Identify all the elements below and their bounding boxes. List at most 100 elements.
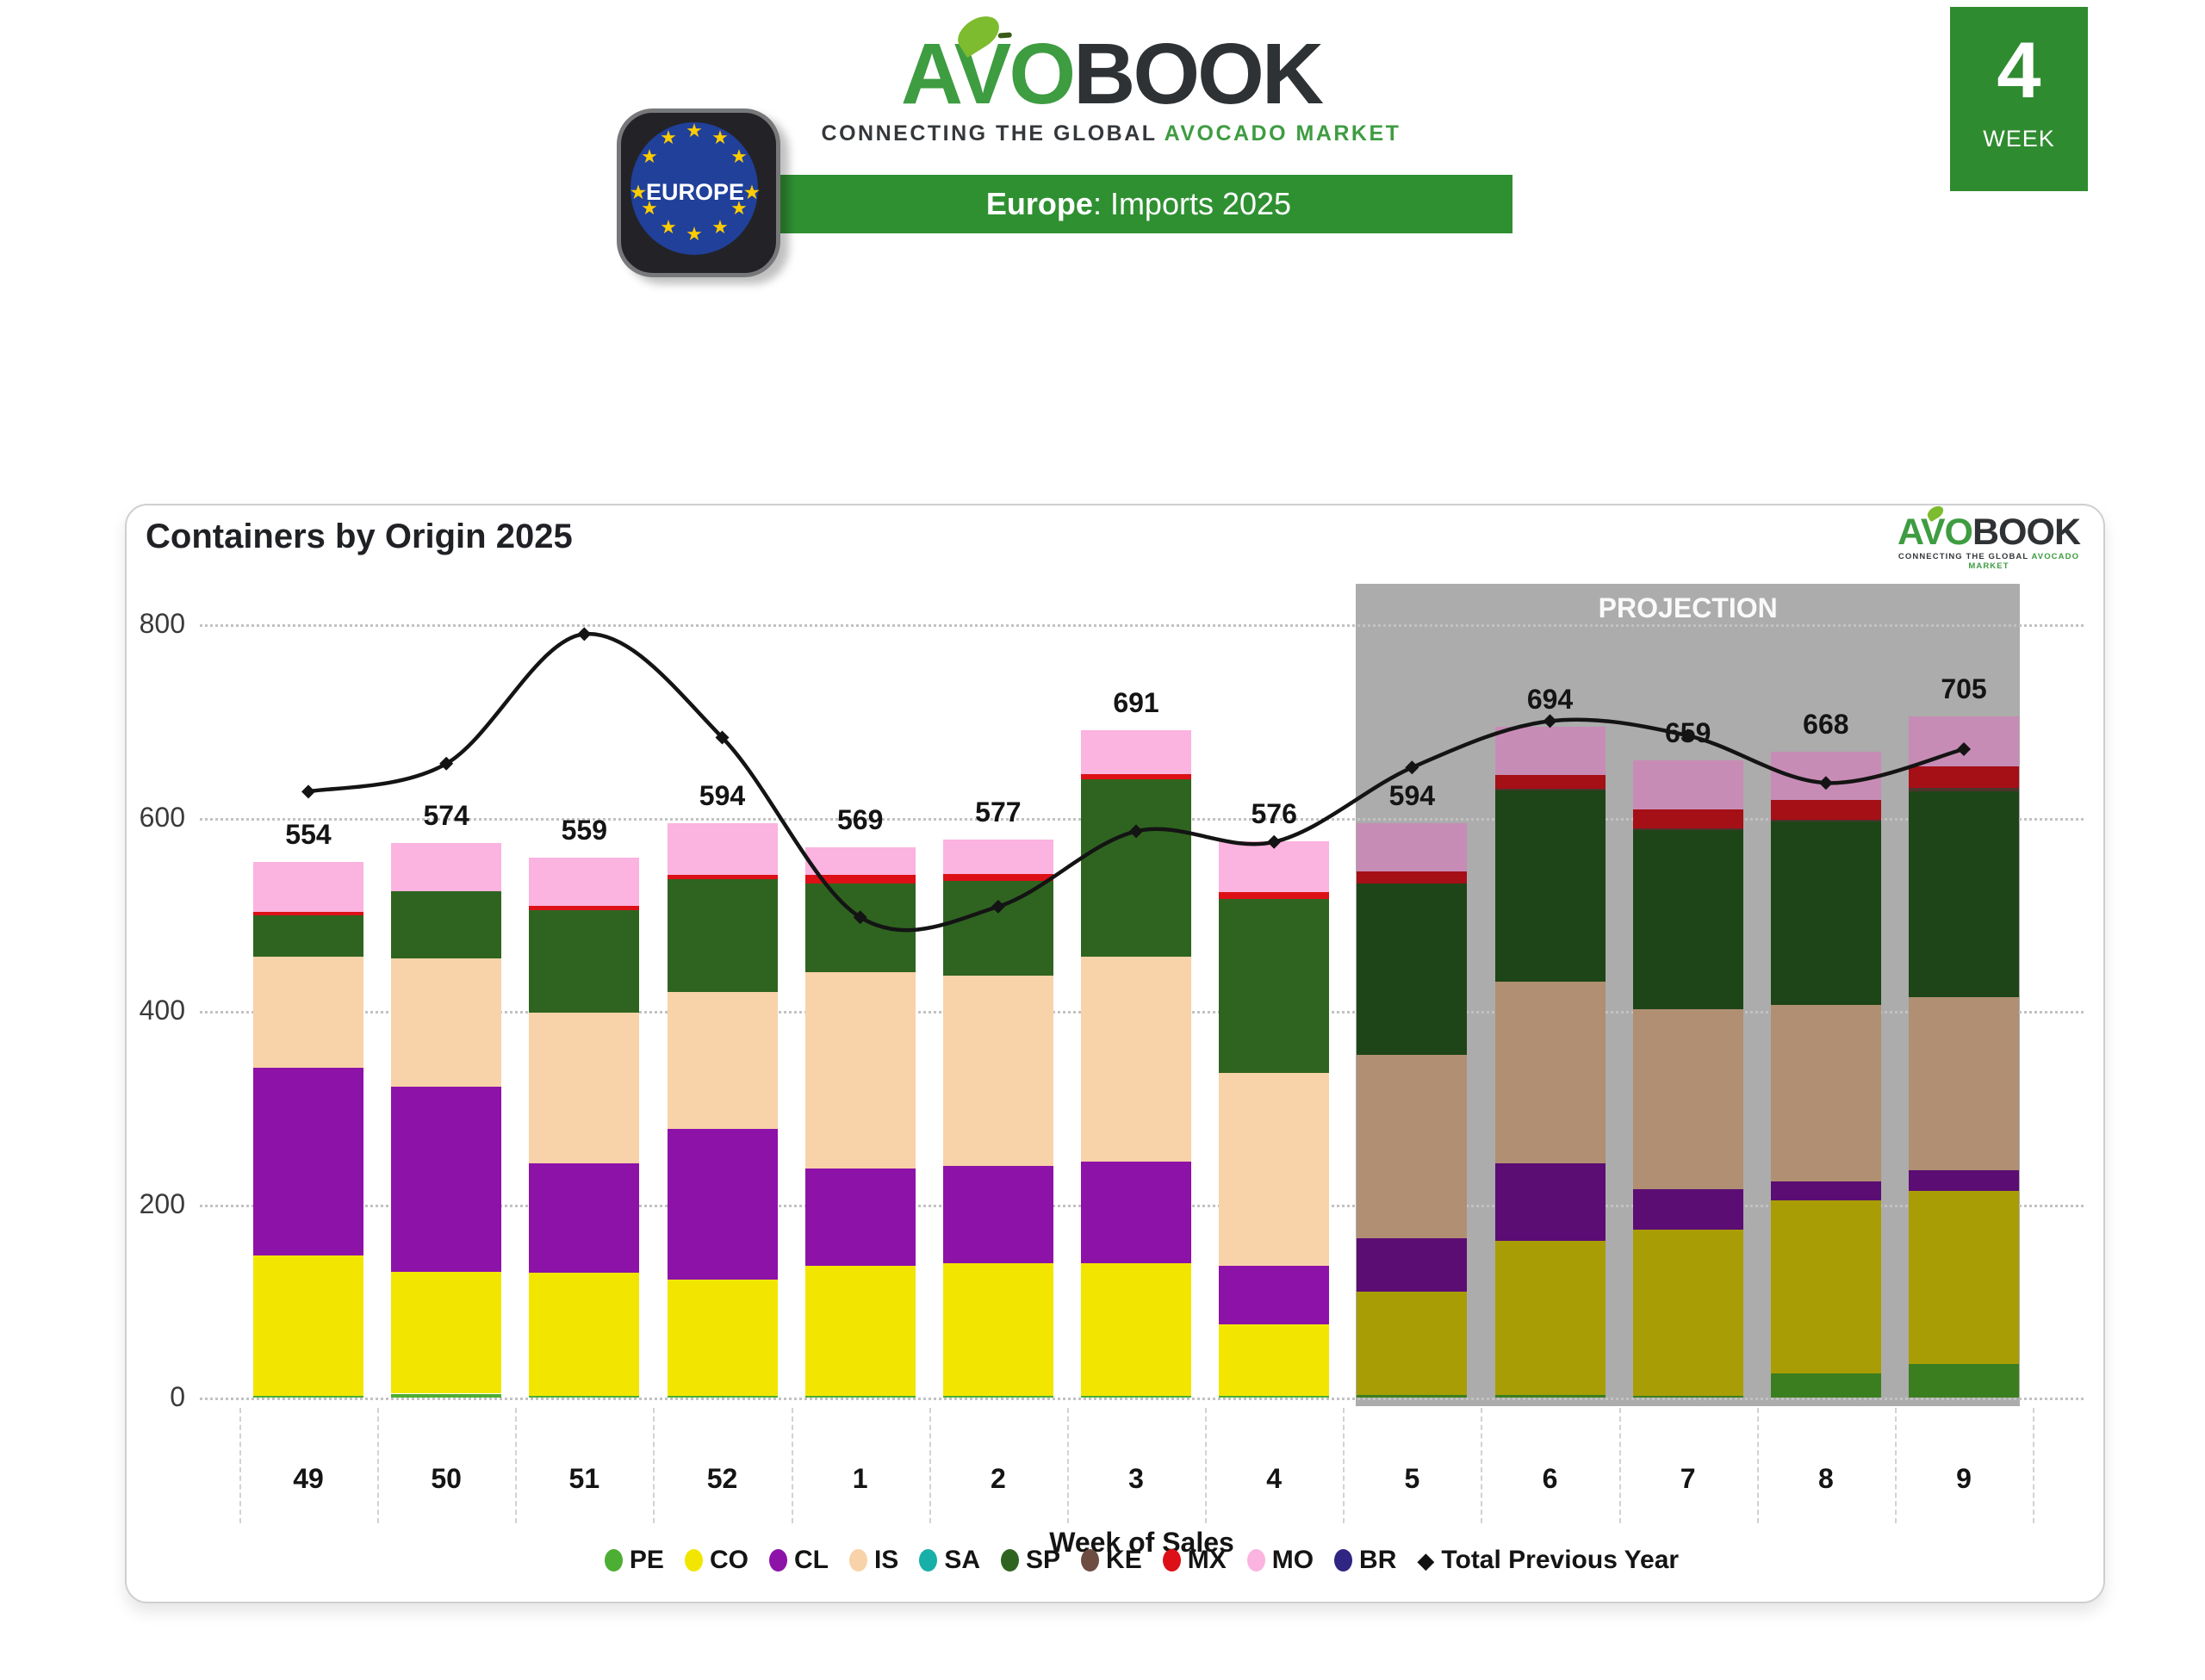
bar-week-7-CL [1632, 1188, 1743, 1230]
legend-label: SP [1026, 1546, 1061, 1574]
x-axis-label-week-49: 49 [293, 1463, 324, 1494]
line-marker-diamond-51 [577, 627, 592, 642]
bar-week-7-CO [1632, 1229, 1743, 1396]
bar-week-7-IS [1632, 1008, 1743, 1189]
week-number-badge: 4 WEEK [1950, 7, 2088, 191]
logo-book: BOOK [1073, 26, 1324, 122]
bar-total-label: 569 [836, 804, 884, 836]
bar-week-1-CL [804, 1169, 916, 1267]
chart-card: Containers by Origin 2025 AVOBOOK CONNEC… [125, 503, 2105, 1603]
bar-week-7-SP [1632, 830, 1743, 1009]
eu-star-icon: ★ [711, 127, 729, 149]
logo-tagline: CONNECTING THE GLOBAL AVOCADO MARKET [821, 121, 1401, 146]
bar-week-52-CO [667, 1280, 778, 1396]
bar-week-51-PE [529, 1395, 640, 1398]
legend-dot-icon-MO [1246, 1549, 1265, 1572]
line-marker-diamond-49 [301, 784, 315, 799]
legend-item-PE: PE [604, 1546, 664, 1575]
eu-star-icon: ★ [641, 197, 658, 219]
chart-legend: PE CO CL IS SA SP KE MX MO BR ◆ Total Previous Year [200, 1546, 2084, 1575]
bar-week-2-SP [942, 880, 1053, 976]
bar-week-50-CL [391, 1086, 502, 1273]
legend-label: KE [1106, 1546, 1142, 1574]
legend-label: IS [873, 1546, 899, 1574]
x-boundary-tick [239, 1408, 241, 1523]
bar-week-52-MO [667, 823, 778, 875]
legend-item-CL: CL [768, 1546, 829, 1575]
x-boundary-tick [653, 1408, 655, 1523]
legend-dot-icon-BR [1334, 1549, 1353, 1572]
x-boundary-tick [791, 1408, 793, 1523]
bar-week-49-PE [253, 1395, 363, 1398]
bar-week-1-SP [804, 883, 916, 973]
bar-total-label: 594 [699, 780, 746, 812]
bar-week-1-CO [804, 1266, 916, 1396]
y-tick-label: 400 [139, 995, 185, 1026]
x-boundary-tick [515, 1408, 518, 1523]
bar-week-1-PE [804, 1395, 916, 1398]
legend-label: BR [1359, 1546, 1397, 1574]
bar-week-49-CL [253, 1068, 363, 1256]
bar-week-3-IS [1081, 957, 1192, 1162]
x-axis-label-week-52: 52 [706, 1463, 738, 1494]
logo-wordmark: AVOBOOK [810, 29, 1413, 120]
x-axis-label-week-2: 2 [990, 1463, 1006, 1494]
bar-week-2-CO [942, 1263, 1053, 1396]
bar-week-50-PE [391, 1393, 502, 1398]
bar-week-49-CO [253, 1255, 363, 1396]
legend-item-KE: KE [1081, 1546, 1142, 1575]
bar-week-6-CO [1494, 1241, 1606, 1395]
bar-week-51-MX [529, 905, 640, 911]
bar-week-52-IS [667, 991, 778, 1129]
banner-title: Europe: Imports 2025 [985, 186, 1292, 221]
chart-title: Containers by Origin 2025 [146, 518, 573, 555]
avobook-mini-logo: AVOBOOK CONNECTING THE GLOBAL AVOCADO MA… [1885, 503, 2092, 571]
y-tick-label: 200 [139, 1187, 185, 1219]
legend-dot-icon-CL [768, 1549, 787, 1572]
legend-label: CO [709, 1546, 748, 1574]
legend-diamond-icon: ◆ [1417, 1547, 1435, 1573]
bar-week-7-PE [1632, 1395, 1743, 1398]
bar-week-1-IS [804, 972, 916, 1169]
bar-week-4-SP [1219, 898, 1330, 1073]
line-marker-diamond-52 [715, 730, 730, 745]
bar-week-5-SP [1357, 883, 1468, 1055]
bar-week-8-PE [1770, 1373, 1881, 1398]
projection-label: PROJECTION [1598, 592, 1778, 623]
eu-star-icon: ★ [686, 223, 703, 245]
bar-week-8-CO [1770, 1200, 1881, 1373]
europe-flag-badge: ★EUROPE★ ★ ★ ★ ★ ★ ★ ★ ★ ★ ★ [617, 108, 780, 277]
eu-star-icon: ★ [660, 127, 677, 149]
bar-total-label: 668 [1803, 709, 1849, 741]
eu-star-icon: ★ [730, 146, 748, 167]
bar-week-2-CL [942, 1165, 1053, 1263]
bar-week-8-SP [1770, 821, 1881, 1006]
bar-week-1-MO [804, 847, 916, 875]
x-axis-label-week-51: 51 [568, 1463, 600, 1494]
bar-week-9-CO [1909, 1190, 2020, 1364]
x-boundary-tick [2033, 1408, 2035, 1523]
bar-total-label: 574 [423, 799, 469, 831]
bar-week-8-MO [1770, 752, 1881, 801]
legend-item-IS: IS [848, 1546, 899, 1575]
x-axis-label-week-4: 4 [1266, 1463, 1283, 1494]
bar-total-label: 694 [1526, 684, 1574, 716]
y-tick-label: 0 [170, 1381, 185, 1412]
eu-star-icon: ★ [686, 120, 703, 141]
bar-week-52-SP [667, 879, 778, 992]
bar-week-8-MX [1770, 800, 1881, 820]
legend-label: MO [1271, 1546, 1314, 1574]
legend-item-BR: BR [1334, 1546, 1396, 1575]
line-marker-diamond-50 [439, 756, 454, 771]
bar-week-1-MX [804, 874, 916, 883]
bar-week-6-MO [1494, 727, 1606, 776]
legend-item-MO: MO [1246, 1546, 1314, 1575]
gridline-800 [200, 624, 2084, 628]
bar-week-49-SP [253, 914, 363, 958]
legend-dot-icon-PE [604, 1549, 623, 1572]
x-boundary-tick [1205, 1408, 1208, 1523]
bar-week-7-KE [1632, 828, 1743, 831]
bar-week-51-CO [529, 1273, 640, 1396]
legend-label: Total Previous Year [1441, 1546, 1680, 1574]
bar-total-label: 705 [1941, 673, 1987, 704]
